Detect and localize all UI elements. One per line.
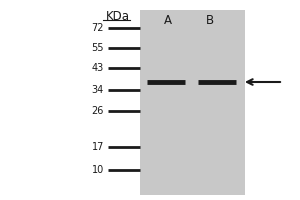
- Text: B: B: [206, 14, 214, 27]
- Text: 55: 55: [92, 43, 104, 53]
- Text: A: A: [164, 14, 172, 27]
- Text: 10: 10: [92, 165, 104, 175]
- Text: KDa: KDa: [106, 10, 130, 23]
- Text: 34: 34: [92, 85, 104, 95]
- Text: 72: 72: [92, 23, 104, 33]
- Text: 26: 26: [92, 106, 104, 116]
- Bar: [140, 10, 245, 195]
- Text: 43: 43: [92, 63, 104, 73]
- Text: 17: 17: [92, 142, 104, 152]
